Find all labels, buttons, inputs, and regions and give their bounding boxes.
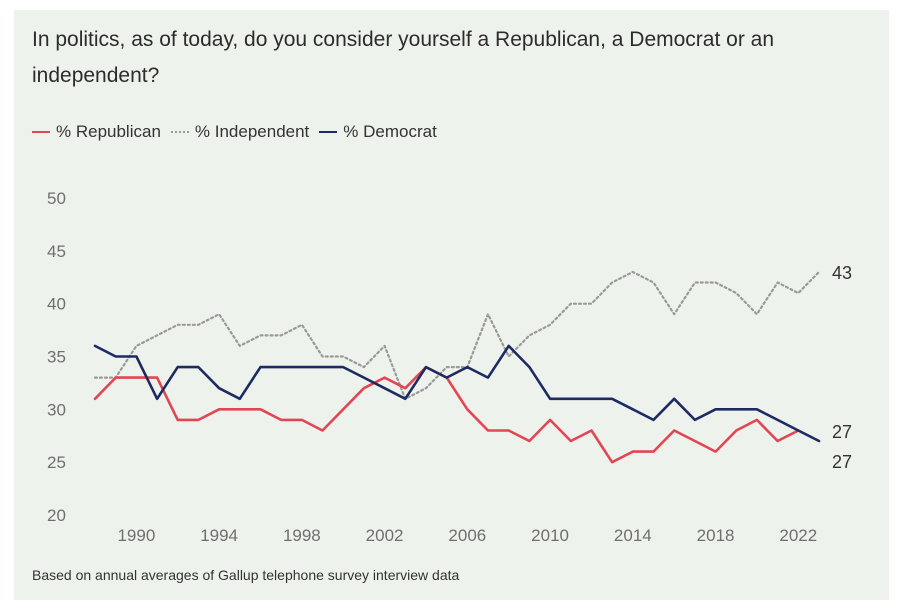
series-line-independent (93, 270, 821, 400)
end-label-republican: 27 (832, 452, 852, 472)
x-tick-label-2018: 2018 (697, 526, 735, 545)
chart-title: In politics, as of today, do you conside… (32, 28, 775, 87)
y-tick-label-25: 25 (47, 453, 66, 472)
x-tick-label-2010: 2010 (531, 526, 569, 545)
legend-item-democrat: % Democrat (319, 122, 437, 142)
footnote: Based on annual averages of Gallup telep… (32, 567, 460, 583)
x-tick-label-2006: 2006 (448, 526, 486, 545)
x-tick-label-2022: 2022 (779, 526, 817, 545)
x-tick-label-1998: 1998 (283, 526, 321, 545)
end-label-democrat: 27 (832, 422, 852, 442)
legend-label-independent: % Independent (194, 122, 310, 141)
y-tick-label-40: 40 (47, 295, 66, 314)
chart-card (14, 10, 889, 600)
series-line-democrat (93, 344, 821, 443)
end-label-independent: 43 (832, 263, 852, 283)
x-tick-label-2014: 2014 (614, 526, 652, 545)
y-tick-label-35: 35 (47, 348, 66, 367)
legend-item-independent: % Independent (170, 122, 310, 142)
x-tick-label-1990: 1990 (117, 526, 155, 545)
legend-label-democrat: % Democrat (343, 122, 437, 141)
y-tick-label-50: 50 (47, 189, 66, 208)
legend-swatch-democrat (319, 131, 338, 133)
legend-label-republican: % Republican (56, 122, 161, 141)
y-tick-label-30: 30 (47, 400, 66, 419)
legend-swatch-independent (170, 131, 189, 133)
x-tick-label-1994: 1994 (200, 526, 238, 545)
legend-item-republican: % Republican (32, 122, 161, 142)
series-line-republican (93, 365, 800, 464)
y-tick-label-45: 45 (47, 242, 66, 261)
legend: % Republican % Independent % Democrat (32, 122, 447, 142)
x-tick-label-2002: 2002 (366, 526, 404, 545)
y-tick-label-20: 20 (47, 506, 66, 525)
legend-swatch-republican (32, 131, 50, 133)
